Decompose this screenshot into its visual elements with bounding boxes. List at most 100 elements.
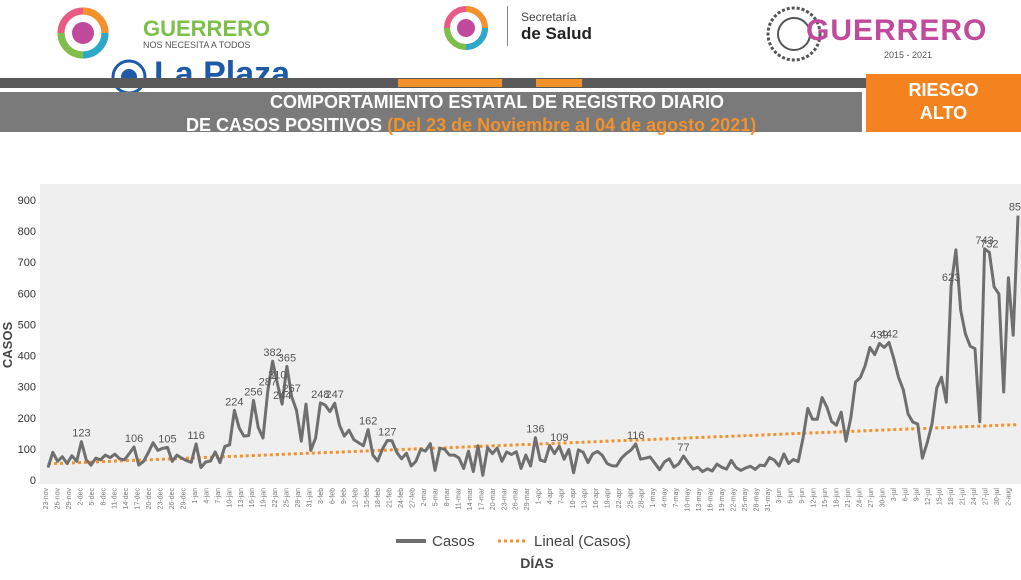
data-label: 162 (359, 416, 377, 428)
x-tick-label: 12-feb (352, 488, 359, 508)
x-tick-label: 12-jun (811, 488, 818, 508)
x-tick-label: 13-jan (238, 488, 245, 508)
x-tick-label: 6-jul (902, 488, 909, 502)
banner-title-line1: COMPORTAMIENTO ESTATAL DE REGISTRO DIARI… (270, 92, 725, 112)
x-tick-label: 31-may (765, 488, 772, 512)
x-tick-label: 9-jul (914, 488, 921, 502)
y-tick-label: 900 (18, 195, 36, 207)
x-tick-label: 25-may (742, 488, 749, 512)
watermark-text: La Plaza (154, 55, 291, 93)
x-tick-label: 2-aug (1005, 488, 1012, 506)
x-tick-label: 21-feb (387, 488, 394, 508)
x-tick-label: 3-jun (776, 488, 783, 504)
x-tick-label: 22-jan (272, 488, 279, 508)
x-tick-label: 17-dec (135, 488, 142, 510)
y-tick-label: 600 (18, 288, 36, 300)
x-tick-label: 6-feb (329, 488, 336, 504)
x-axis-label: DÍAS (520, 555, 553, 571)
x-tick-label: 25-apr (627, 487, 634, 508)
x-tick-label: 18-jul (948, 488, 955, 506)
x-tick-label: 3-jul (891, 488, 898, 502)
x-tick-label: 15-feb (364, 488, 371, 508)
x-tick-label: 6-jun (788, 488, 795, 504)
x-tick-label: 11-dec (112, 488, 119, 509)
title-banner (0, 92, 862, 132)
x-tick-label: 29-dec (180, 488, 187, 510)
x-tick-label: 8-dec (100, 488, 107, 506)
data-label: 310 (268, 370, 286, 382)
state-seal-icon (766, 6, 822, 62)
left-logo-slogan: NOS NECESITA A TODOS (143, 40, 251, 50)
x-tick-label: 27-jun (868, 488, 875, 508)
x-tick-label: 9-jun (799, 488, 806, 504)
header-divider-band (0, 78, 1021, 88)
data-label: 442 (880, 328, 898, 340)
x-tick-label: 27-jul (982, 488, 989, 506)
data-label: 106 (125, 433, 143, 445)
y-tick-label: 200 (18, 413, 36, 425)
legend-lineal-label: Lineal (Casos) (534, 533, 631, 550)
data-label: 732 (980, 238, 998, 250)
x-tick-label: 7-jan (215, 488, 222, 504)
x-tick-label: 27-feb (410, 488, 417, 508)
x-tick-label: 18-jun (834, 488, 841, 508)
x-tick-label: 9-feb (341, 488, 348, 504)
x-tick-label: 18-feb (375, 488, 382, 508)
data-label: 244 (273, 390, 291, 402)
y-tick-label: 400 (18, 351, 36, 363)
x-tick-label: 21-jul (960, 488, 967, 506)
x-tick-label: 1-jan (192, 488, 199, 504)
x-tick-label: 13-apr (581, 487, 588, 508)
data-label: 116 (187, 430, 205, 442)
x-tick-label: 10-jan (226, 488, 233, 508)
x-tick-label: 4-may (662, 488, 669, 508)
x-tick-label: 19-jan (261, 488, 268, 508)
x-tick-label: 26-nov (54, 488, 61, 510)
x-tick-label: 29-mar (524, 487, 531, 510)
y-axis-label: CASOS (0, 322, 15, 369)
logo-divider (507, 6, 508, 46)
y-tick-label: 100 (18, 444, 36, 456)
x-tick-label: 28-apr (639, 487, 646, 508)
x-tick-label: 7-apr (559, 487, 566, 504)
x-tick-label: 26-mar (513, 487, 520, 510)
data-label: 256 (244, 386, 262, 398)
x-tick-label: 17-mar (478, 487, 485, 510)
guerrero-flower-logo-left (57, 7, 109, 59)
plot-area (40, 184, 1021, 484)
x-tick-label: 23-nov (43, 488, 50, 510)
x-tick-label: 29-nov (66, 488, 73, 510)
x-tick-label: 22-may (730, 488, 737, 512)
x-tick-label: 24-jun (856, 488, 863, 508)
x-tick-label: 10-apr (570, 487, 577, 508)
right-logo-name: GUERRERO (806, 14, 988, 47)
x-tick-label: 16-may (707, 488, 714, 512)
data-label: 123 (72, 428, 90, 440)
data-label: 127 (378, 426, 396, 438)
y-tick-label: 500 (18, 319, 36, 331)
x-tick-label: 3-feb (318, 488, 325, 504)
x-tick-label: 19-may (719, 488, 726, 512)
accent-stripe-2 (536, 79, 582, 87)
data-label: 365 (278, 352, 296, 364)
data-label: 382 (263, 347, 281, 359)
right-logo-years: 2015 - 2021 (884, 50, 933, 60)
x-tick-label: 4-apr (547, 487, 554, 504)
data-label: 105 (158, 433, 176, 445)
x-tick-label: 10-may (685, 488, 692, 512)
x-tick-label: 5-mar (433, 487, 440, 506)
risk-badge: RIESGO ALTO (866, 74, 1021, 132)
x-tick-label: 11-mar (455, 487, 462, 509)
x-tick-label: 19-apr (604, 487, 611, 508)
x-tick-label: 16-apr (593, 487, 600, 508)
x-tick-label: 15-jul (937, 488, 944, 506)
banner-title-main: DE CASOS POSITIVOS (186, 115, 383, 135)
y-tick-label: 800 (18, 226, 36, 238)
x-tick-label: 1-apr (536, 487, 543, 504)
x-tick-label: 28-jan (295, 488, 302, 508)
y-tick-label: 700 (18, 257, 36, 269)
header-bar: GUERRERO NOS NECESITA A TODOS La Plaza S… (0, 0, 1021, 95)
y-tick-label: 300 (18, 382, 36, 394)
x-tick-label: 24-jul (971, 488, 978, 506)
x-tick-label: 26-dec (169, 488, 176, 510)
